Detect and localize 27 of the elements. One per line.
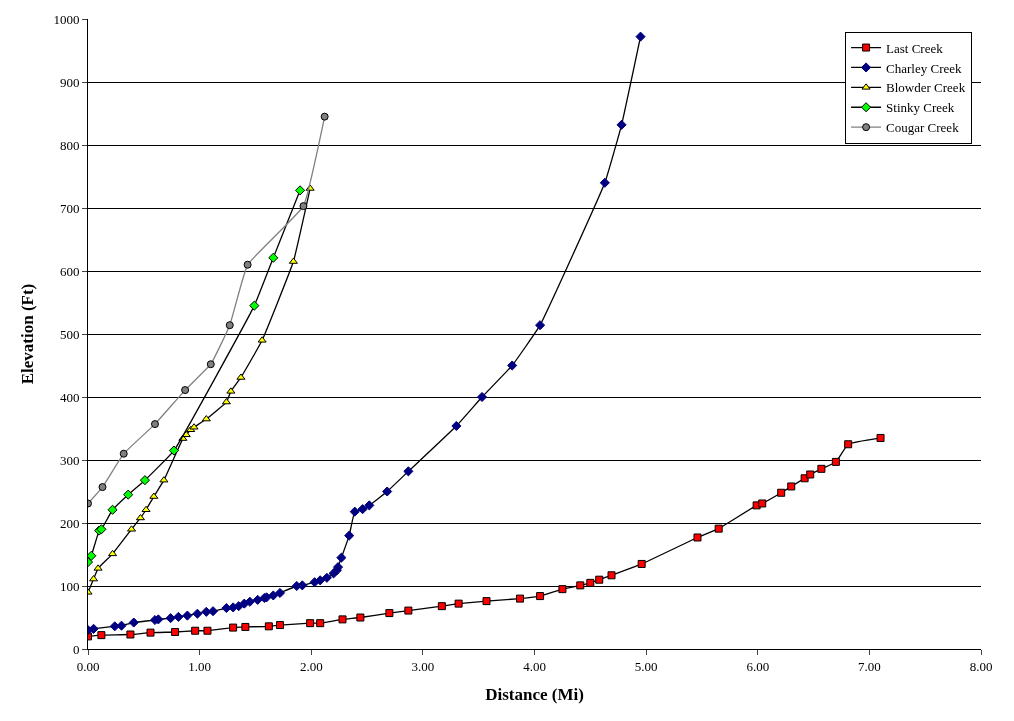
y-tick-label: 0 [72,641,80,657]
x-tick-label: 3.00 [411,658,435,674]
x-tick-label: 5.00 [634,658,658,674]
x-tick-label: 6.00 [746,658,770,674]
x-tick-label: 1.00 [188,658,212,674]
legend-label: Cougar Creek [886,120,960,136]
legend-label: Charley Creek [886,60,963,76]
x-tick-label: 8.00 [969,658,993,674]
y-tick-label: 900 [59,74,80,90]
legend-label: Last Creek [886,40,944,56]
x-tick-label: 2.00 [299,658,323,674]
y-tick-label: 800 [59,137,80,153]
legend-label: Blowder Creek [886,80,966,96]
x-axis-title: Distance (Mi) [485,685,584,704]
y-tick-label: 400 [59,389,80,405]
x-tick-label: 4.00 [523,658,546,674]
legend-label: Stinky Creek [886,100,955,116]
y-tick-label: 300 [59,452,80,468]
y-tick-label: 700 [59,200,80,216]
y-tick-label: 100 [59,578,80,594]
y-tick-label: 200 [59,515,80,531]
y-axis-title: Elevation (Ft) [17,283,37,385]
x-tick-label: 0.00 [76,658,100,674]
x-tick-label: 7.00 [858,658,881,674]
y-tick-label: 600 [59,263,80,279]
y-tick-label: 1000 [53,11,80,27]
y-tick-label: 500 [59,326,80,342]
